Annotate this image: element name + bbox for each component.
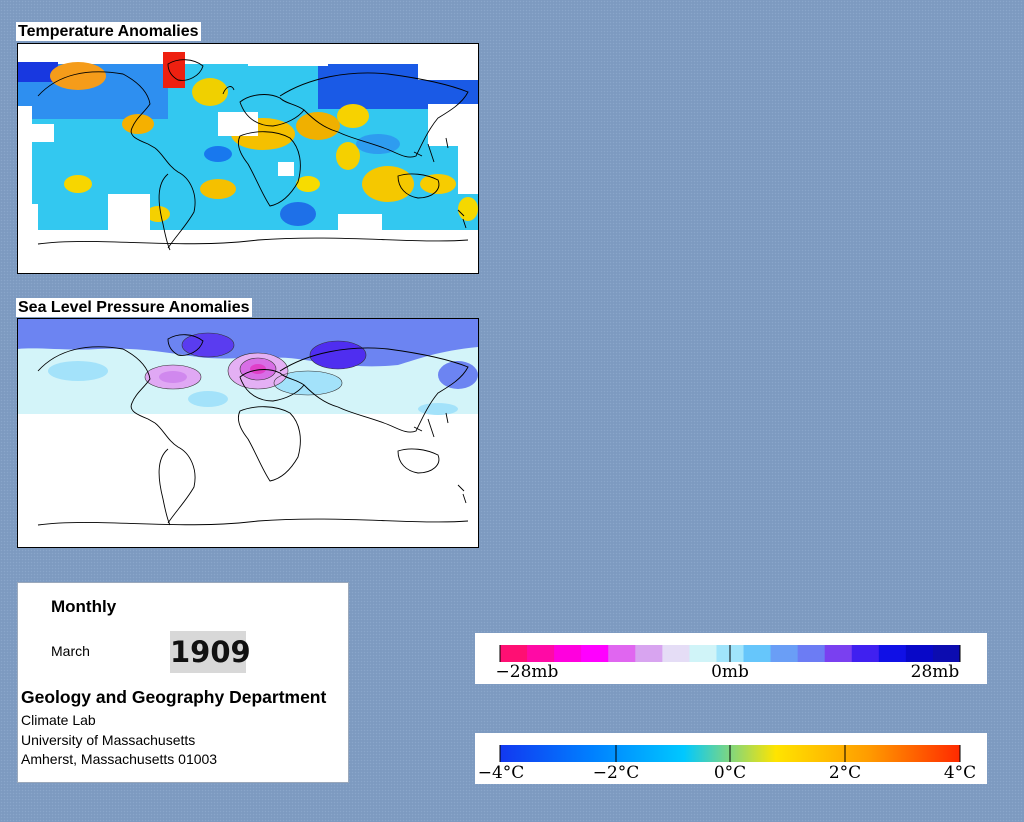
pressure-contours [144, 332, 367, 396]
pressure-legend-swatch [608, 645, 636, 662]
pressure-tick-max: 28mb [911, 662, 960, 682]
temperature-tick-minus4: −4°C [478, 763, 525, 783]
pressure-legend-swatch [662, 645, 690, 662]
pressure-legend-swatch [905, 645, 934, 662]
pressure-tick-zero: 0mb [711, 662, 749, 682]
pressure-legend-swatch [932, 645, 961, 662]
pressure-legend-swatch [770, 645, 799, 662]
temperature-tick-plus2: 2°C [829, 763, 861, 783]
temperature-tick-zero: 0°C [714, 763, 746, 783]
pressure-legend-swatch [824, 645, 853, 662]
temperature-anomaly-field [18, 44, 478, 273]
pressure-legend-swatch [878, 645, 907, 662]
year-display: 1909 [170, 631, 251, 673]
address-line: Amherst, Massachusetts 01003 [21, 751, 218, 767]
pressure-legend: −28mb 0mb 28mb [475, 633, 987, 684]
pressure-shading [18, 319, 478, 415]
pressure-legend-swatch [743, 645, 772, 662]
continent-outlines [37, 334, 469, 526]
pressure-anomaly-field [18, 319, 478, 547]
temperature-color-bar [499, 745, 961, 762]
pressure-legend-swatch [851, 645, 880, 662]
pressure-legend-swatch [635, 645, 663, 662]
continent-outlines [37, 59, 469, 251]
pressure-color-bar [499, 645, 961, 662]
period-label: Monthly [51, 597, 117, 616]
pressure-legend-swatch [797, 645, 826, 662]
temperature-tick-plus4: 4°C [944, 763, 976, 783]
temperature-title: Temperature Anomalies [16, 22, 201, 41]
month-label: March [51, 643, 90, 659]
pressure-legend-swatch [554, 645, 582, 662]
pressure-title: Sea Level Pressure Anomalies [16, 298, 252, 317]
pressure-legend-swatch [581, 645, 609, 662]
temperature-legend: −4°C −2°C 0°C 2°C 4°C [475, 733, 987, 784]
department-name: Geology and Geography Department [21, 687, 327, 707]
lab-name: Climate Lab [21, 712, 96, 728]
temperature-tick-minus2: −2°C [593, 763, 640, 783]
pressure-legend-swatch [500, 645, 528, 662]
pressure-tick-min: −28mb [496, 662, 559, 682]
pressure-legend-swatch [689, 645, 717, 662]
temperature-shading [18, 50, 478, 273]
info-panel: Monthly March 1909 Geology and Geography… [17, 582, 349, 783]
pressure-map [17, 318, 479, 548]
university-name: University of Massachusetts [21, 732, 196, 748]
pressure-legend-swatch [527, 645, 555, 662]
temperature-map [17, 43, 479, 274]
